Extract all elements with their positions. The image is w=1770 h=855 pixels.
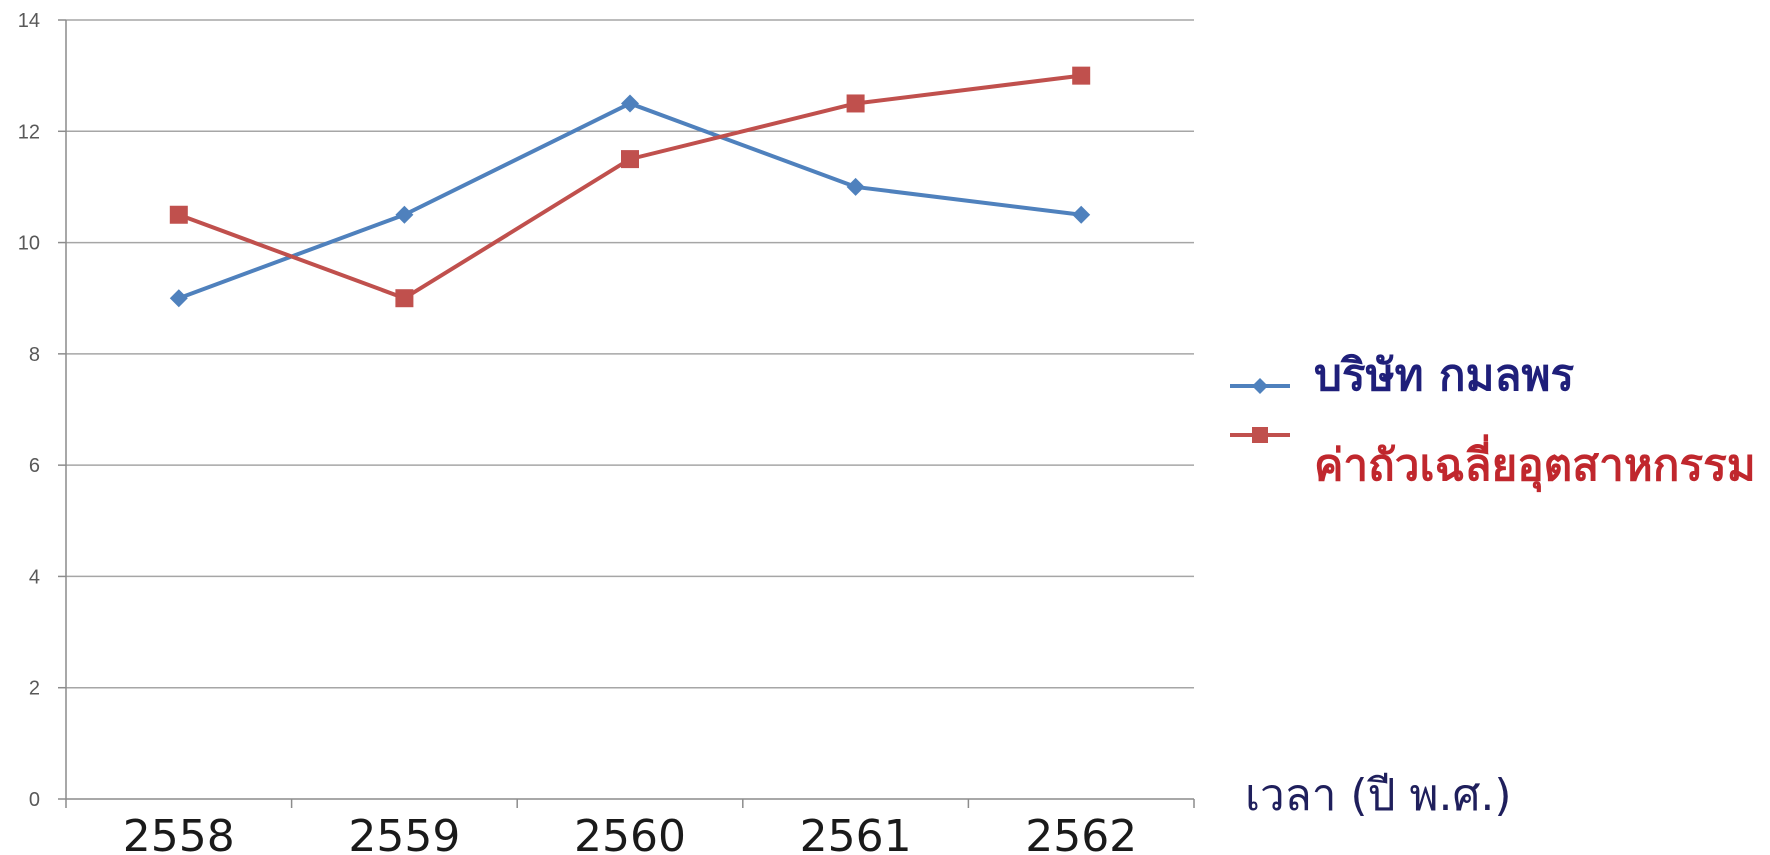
- y-tick-label: 2: [29, 678, 40, 700]
- y-tick-label: 12: [18, 121, 40, 143]
- data-point-series-1: [1072, 205, 1091, 224]
- data-point-series-2: [395, 289, 414, 308]
- series-line-1: [178, 101, 1082, 301]
- x-axis-title: เวลา (ปี พ.ศ.): [1245, 770, 1512, 821]
- y-tick-label: 4: [29, 566, 40, 588]
- y-tick-label: 6: [29, 455, 40, 477]
- y-tick-label: 0: [29, 789, 40, 811]
- y-tick-label: 8: [29, 344, 40, 366]
- legend-label-series-2: ค่าถัวเฉลี่ยอุตสาหกรรม: [1314, 440, 1756, 491]
- x-tick-label: 2559: [348, 811, 460, 855]
- data-point-series-1: [846, 177, 865, 196]
- y-tick-label: 10: [18, 233, 40, 255]
- data-point-series-2: [621, 150, 639, 169]
- data-point-series-2: [1072, 66, 1091, 85]
- x-tick-label: 2561: [800, 811, 912, 855]
- data-point-series-1: [395, 205, 414, 224]
- data-point-series-2: [846, 94, 865, 113]
- legend-label-series-1: บริษัท กมลพร: [1314, 350, 1575, 401]
- data-point-series-2: [169, 205, 188, 224]
- legend-swatch-series-2: [1230, 427, 1290, 443]
- y-tick-label: 14: [18, 10, 40, 32]
- data-point-series-1: [621, 94, 639, 113]
- legend-swatch-series-1: [1230, 378, 1290, 394]
- x-tick-label: 2562: [1025, 811, 1137, 855]
- data-point-series-1: [169, 289, 188, 308]
- x-tick-label: 2560: [574, 811, 686, 855]
- x-tick-label: 2558: [123, 811, 235, 855]
